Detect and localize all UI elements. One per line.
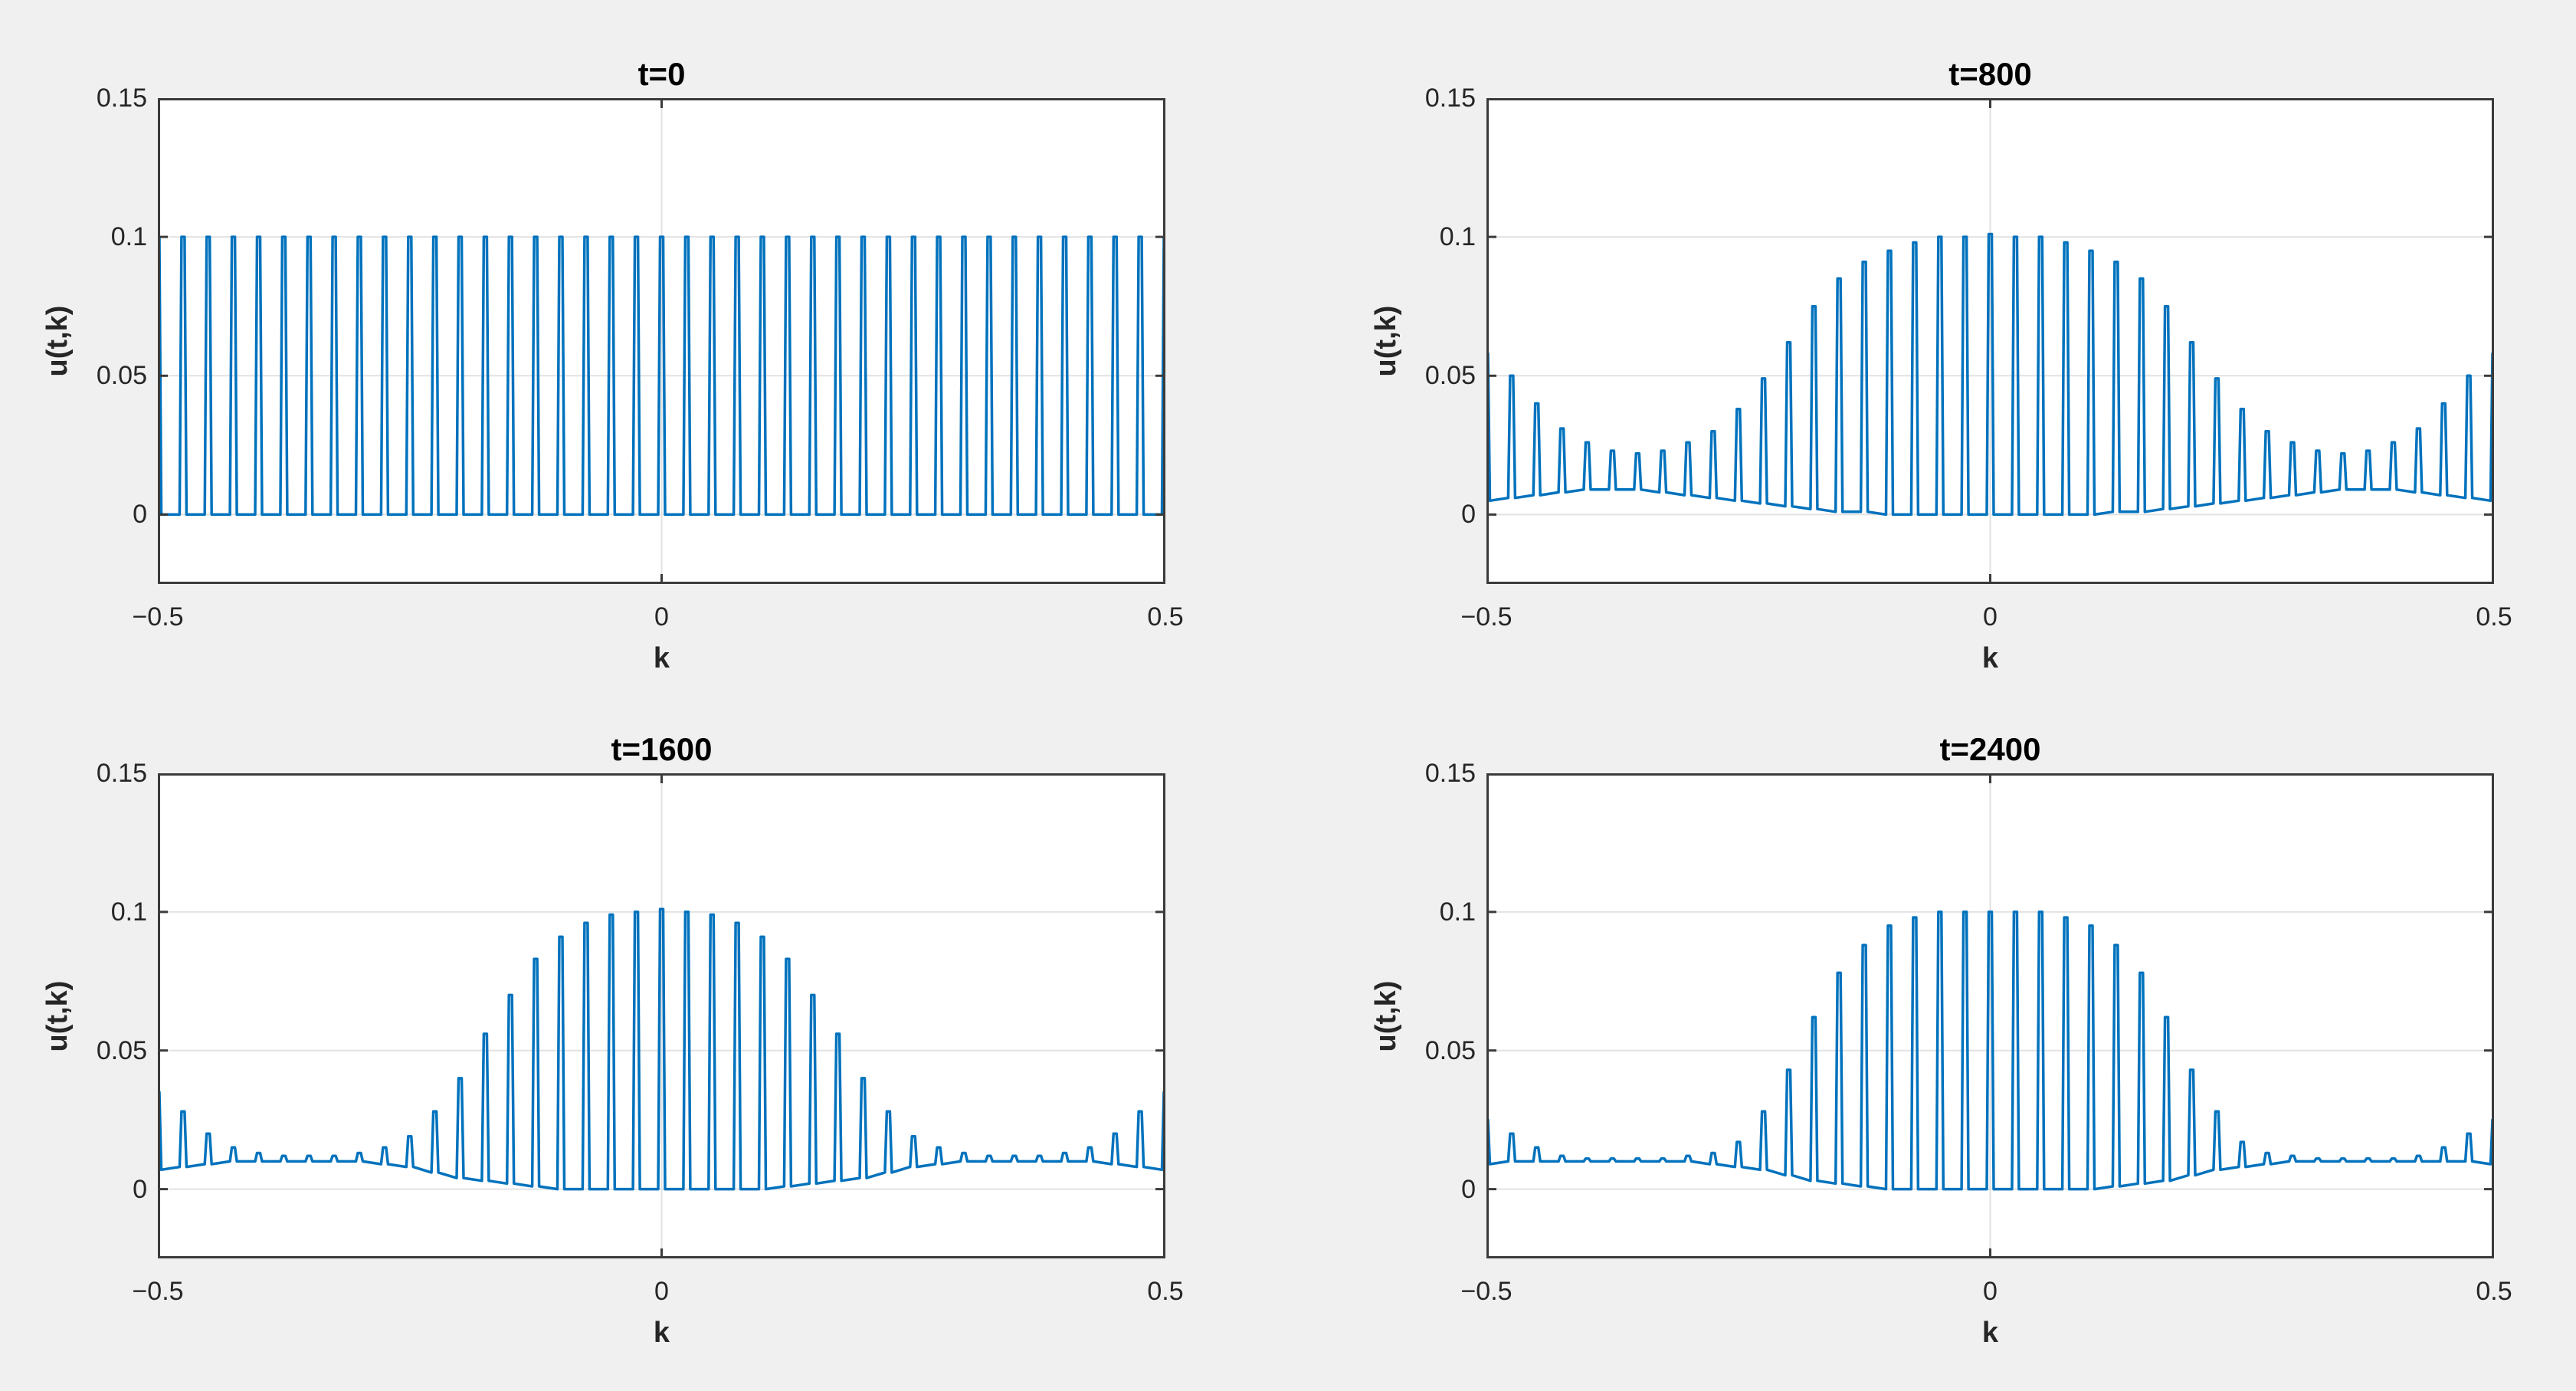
x-tick-label: 0 (654, 1277, 669, 1306)
subplot-title: t=1600 (611, 731, 713, 767)
y-tick-label: 0.1 (1439, 897, 1476, 927)
subplot-t1600: t=1600 0.15 0.1 0.05 0 −0.5 0 0.5 k u(t,… (41, 733, 1184, 1348)
x-tick-label: 0.5 (1147, 602, 1184, 632)
y-tick-label: 0.05 (96, 1035, 147, 1065)
y-tick-label: 0.15 (1424, 759, 1476, 788)
y-tick-label: 0 (1461, 500, 1476, 530)
x-tick-label: 0.5 (2476, 602, 2512, 632)
x-tick-label: 0.5 (1147, 1277, 1184, 1306)
x-axis-label: k (1981, 642, 1999, 674)
plot-area (158, 98, 1165, 584)
y-axis-label: u(t,k) (1370, 980, 1402, 1051)
subplot-t2400: t=2400 0.15 0.1 0.05 0 −0.5 0 0.5 k u(t,… (1370, 733, 2512, 1348)
x-tick-label: 0.5 (2476, 1277, 2512, 1306)
y-tick-label: 0.05 (1424, 361, 1476, 391)
plot-area (158, 773, 1165, 1258)
subplot-t800: t=800 0.15 0.1 0.05 0 −0.5 0 0.5 k u(t,k… (1370, 58, 2512, 674)
x-axis-label: k (653, 642, 670, 674)
y-tick-label: 0.15 (96, 84, 147, 113)
x-axis-label: k (1981, 1317, 1999, 1349)
x-tick-label: 0 (654, 602, 669, 632)
y-tick-label: 0.1 (1439, 222, 1476, 252)
subplot-t0: t=0 0.15 0.1 0.05 0 −0.5 0 0.5 k u(t,k) (41, 58, 1184, 674)
y-tick-label: 0.05 (96, 361, 147, 391)
y-axis-label: u(t,k) (41, 980, 74, 1051)
y-tick-label: 0 (133, 500, 147, 530)
y-tick-label: 0.15 (96, 759, 147, 788)
y-axis-label: u(t,k) (1370, 305, 1402, 377)
subplot-title: t=800 (1948, 56, 2032, 92)
subplot-title: t=0 (637, 56, 686, 92)
y-tick-label: 0.05 (1424, 1035, 1476, 1065)
plot-area (1486, 98, 2494, 584)
y-tick-label: 0.15 (1424, 84, 1476, 113)
y-tick-label: 0 (1461, 1174, 1476, 1204)
x-tick-label: 0 (1983, 1277, 1998, 1306)
x-tick-label: −0.5 (1460, 602, 1512, 632)
x-tick-label: 0 (1983, 602, 1998, 632)
x-tick-label: −0.5 (132, 602, 184, 632)
y-tick-label: 0 (133, 1174, 147, 1204)
y-axis-label: u(t,k) (41, 305, 74, 377)
y-tick-label: 0.1 (110, 897, 147, 927)
plot-area (1486, 773, 2494, 1258)
x-axis-label: k (653, 1317, 670, 1349)
x-tick-label: −0.5 (1460, 1277, 1512, 1306)
x-tick-label: −0.5 (132, 1277, 184, 1306)
subplot-title: t=2400 (1939, 731, 2041, 767)
y-tick-label: 0.1 (110, 222, 147, 252)
